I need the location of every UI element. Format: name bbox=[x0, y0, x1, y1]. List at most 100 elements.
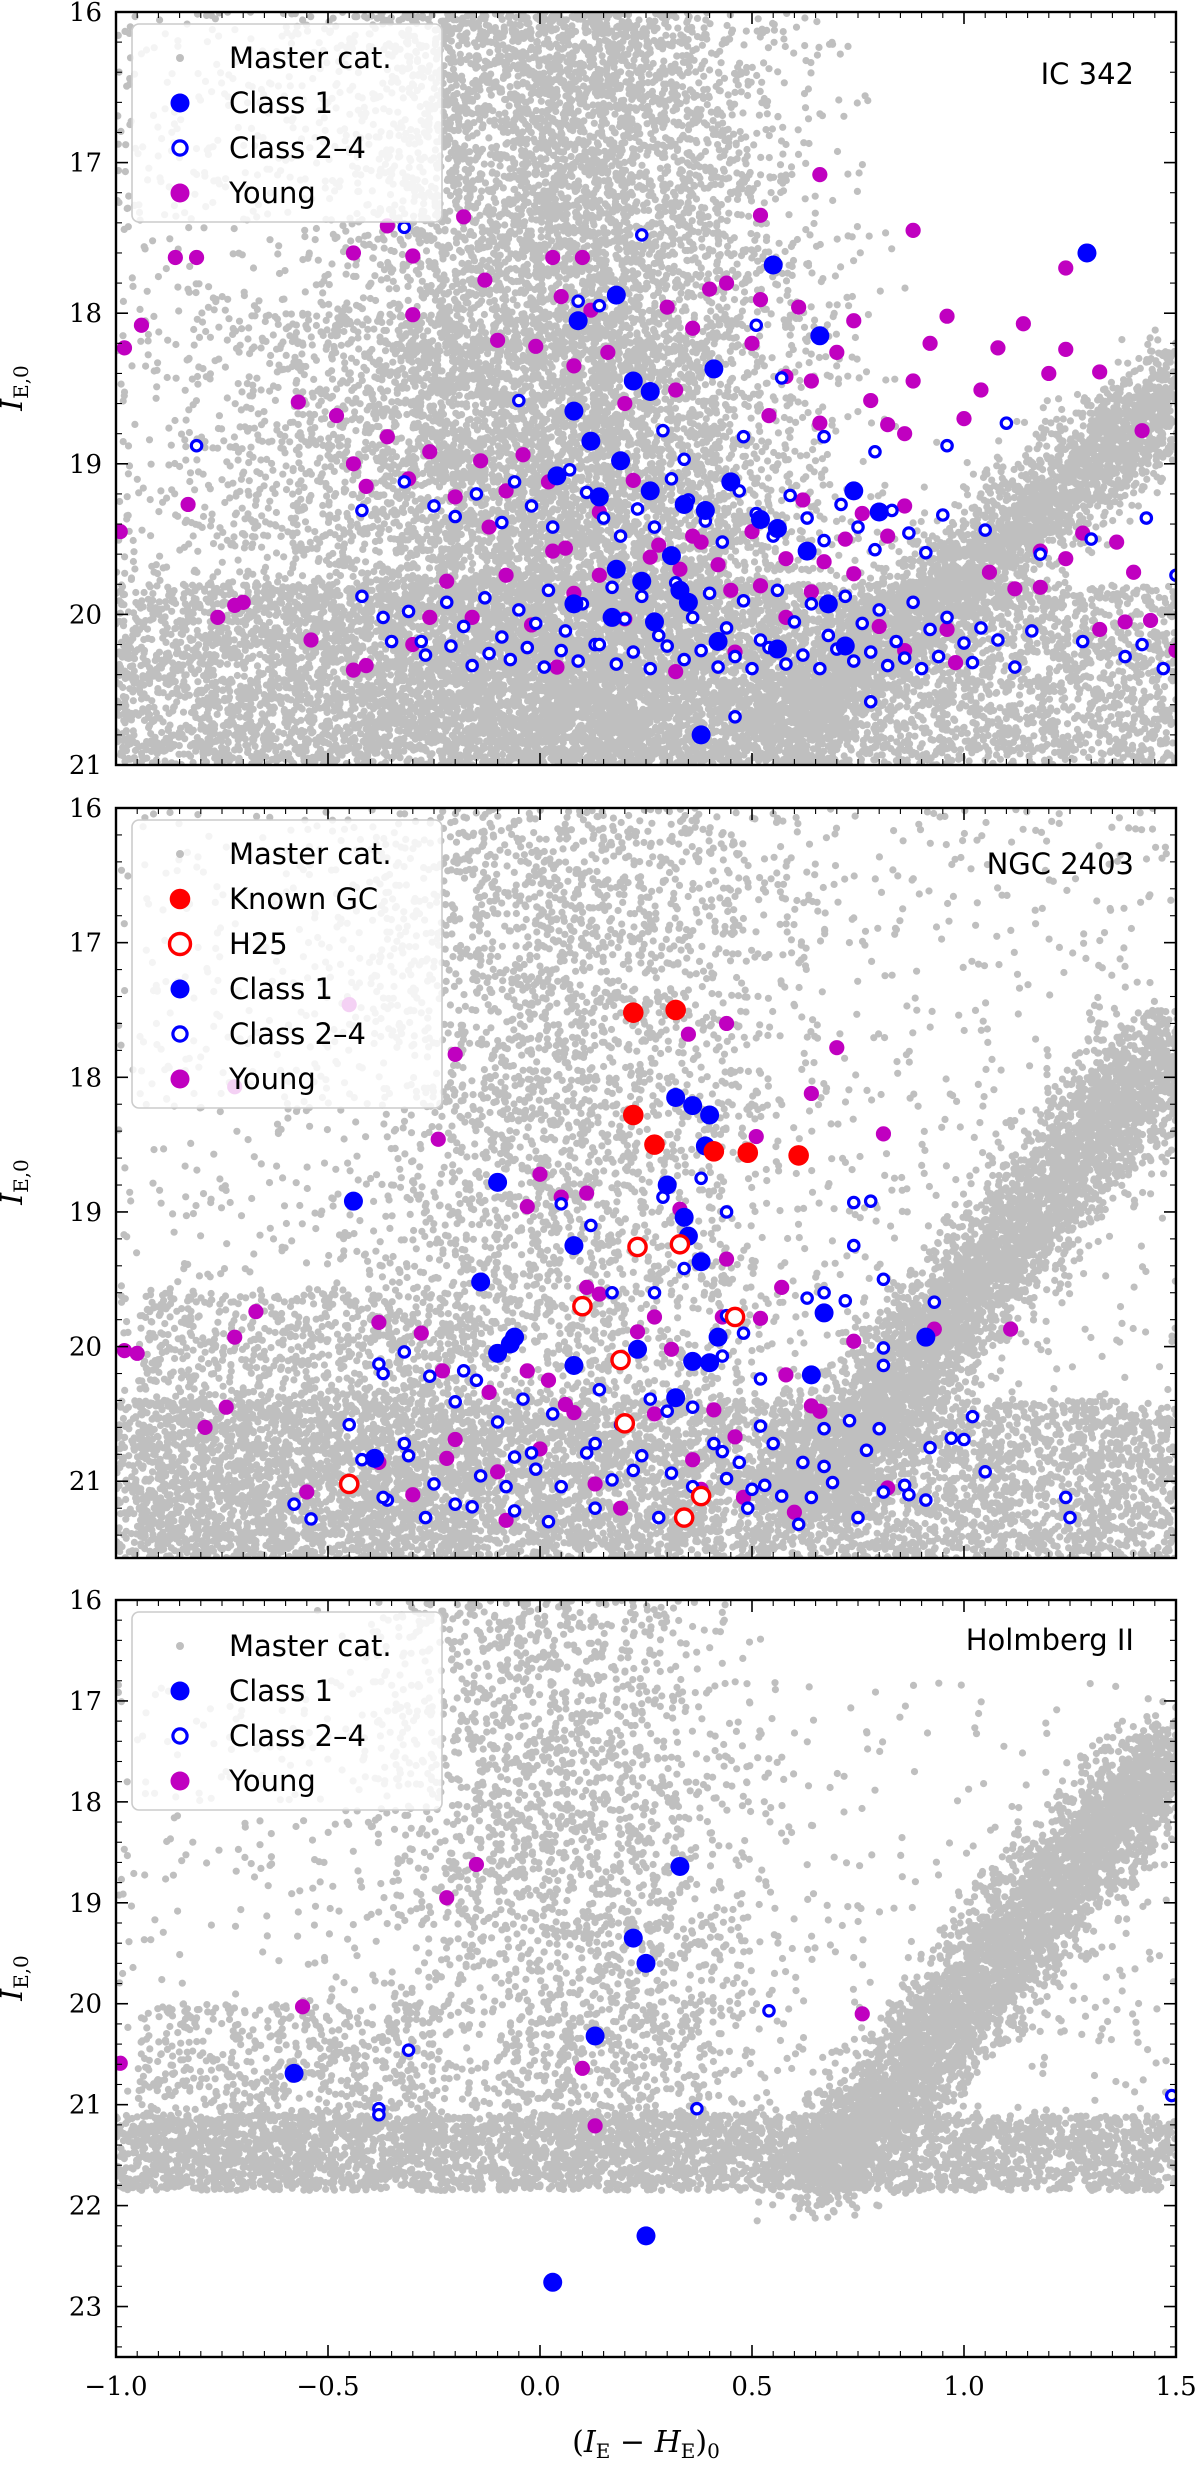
data-point bbox=[341, 1475, 358, 1492]
legend-label: Class 1 bbox=[229, 972, 333, 1006]
data-point bbox=[1010, 662, 1020, 672]
data-point bbox=[586, 1220, 596, 1230]
data-point bbox=[564, 402, 583, 421]
data-point bbox=[607, 286, 626, 305]
x-tick-label: 1.0 bbox=[943, 2372, 984, 2402]
data-point bbox=[1078, 636, 1088, 646]
data-point bbox=[374, 2110, 384, 2120]
data-point bbox=[607, 560, 626, 579]
data-point bbox=[785, 490, 795, 500]
data-point bbox=[346, 456, 361, 471]
data-point bbox=[819, 1288, 829, 1298]
data-point bbox=[520, 1363, 535, 1378]
data-point bbox=[624, 1929, 643, 1948]
data-point bbox=[774, 1280, 789, 1295]
data-point bbox=[1065, 1512, 1075, 1522]
data-point bbox=[738, 431, 748, 441]
data-point bbox=[1134, 423, 1149, 438]
data-point bbox=[709, 1328, 728, 1347]
legend-marker bbox=[171, 1772, 190, 1791]
data-point bbox=[649, 1288, 659, 1298]
data-point bbox=[543, 2273, 562, 2292]
data-point bbox=[532, 1167, 547, 1182]
data-point bbox=[921, 1495, 931, 1505]
data-point bbox=[566, 358, 581, 373]
data-point bbox=[641, 481, 660, 500]
data-point bbox=[488, 1173, 507, 1192]
data-point bbox=[942, 612, 952, 622]
data-point bbox=[422, 610, 437, 625]
data-point bbox=[1003, 1321, 1018, 1336]
legend-marker bbox=[173, 141, 187, 155]
data-point bbox=[564, 1236, 583, 1255]
y-tick-label: 16 bbox=[69, 794, 102, 824]
data-point bbox=[921, 547, 931, 557]
data-point bbox=[846, 313, 861, 328]
data-point bbox=[590, 1503, 600, 1513]
data-point bbox=[429, 1479, 439, 1489]
data-point bbox=[738, 1328, 748, 1338]
data-point bbox=[1141, 513, 1151, 523]
data-point bbox=[878, 1487, 888, 1497]
data-point bbox=[579, 1185, 594, 1200]
data-point bbox=[819, 535, 829, 545]
data-point bbox=[219, 1400, 234, 1415]
data-point bbox=[899, 653, 909, 663]
data-point bbox=[863, 393, 878, 408]
data-point bbox=[668, 664, 683, 679]
data-point bbox=[501, 1334, 520, 1353]
data-point bbox=[840, 591, 850, 601]
data-point bbox=[197, 1420, 212, 1435]
data-point bbox=[594, 639, 604, 649]
data-point bbox=[666, 1388, 685, 1407]
data-point bbox=[755, 1374, 765, 1384]
data-point bbox=[967, 1411, 977, 1421]
data-point bbox=[526, 501, 536, 511]
data-point bbox=[545, 544, 560, 559]
data-point bbox=[1126, 565, 1141, 580]
data-point bbox=[359, 479, 374, 494]
data-point bbox=[1061, 1492, 1071, 1502]
data-point bbox=[816, 554, 831, 569]
data-point bbox=[414, 1326, 429, 1341]
x-axis-label: (IE − HE)0 bbox=[572, 2425, 720, 2463]
data-point bbox=[484, 648, 494, 658]
data-point bbox=[658, 1176, 677, 1195]
data-point bbox=[654, 630, 664, 640]
data-point bbox=[855, 506, 870, 521]
data-point bbox=[592, 1286, 607, 1301]
data-point bbox=[710, 557, 725, 572]
data-point bbox=[515, 447, 530, 462]
data-point bbox=[458, 621, 468, 631]
data-point bbox=[344, 1419, 354, 1429]
data-point bbox=[403, 606, 413, 616]
data-point bbox=[882, 660, 892, 670]
data-point bbox=[764, 256, 783, 275]
legend-label: Young bbox=[228, 176, 316, 210]
data-point bbox=[938, 510, 948, 520]
y-tick-label: 16 bbox=[69, 1586, 102, 1616]
data-point bbox=[787, 1505, 802, 1520]
data-point bbox=[700, 1353, 719, 1372]
data-point bbox=[819, 1461, 829, 1471]
data-point bbox=[531, 618, 541, 628]
data-point bbox=[721, 623, 731, 633]
data-point bbox=[359, 658, 374, 673]
data-point bbox=[679, 454, 689, 464]
data-point bbox=[554, 289, 569, 304]
data-point bbox=[671, 1236, 688, 1253]
data-point bbox=[804, 373, 819, 388]
data-point bbox=[993, 635, 1003, 645]
data-point bbox=[872, 619, 887, 634]
data-point bbox=[1041, 366, 1056, 381]
data-point bbox=[781, 659, 791, 669]
data-point bbox=[665, 1000, 686, 1021]
y-tick-label: 22 bbox=[69, 2192, 102, 2222]
data-point bbox=[660, 300, 675, 315]
data-point bbox=[908, 597, 918, 607]
data-point bbox=[904, 528, 914, 538]
data-point bbox=[637, 591, 647, 601]
data-point bbox=[683, 1352, 702, 1371]
